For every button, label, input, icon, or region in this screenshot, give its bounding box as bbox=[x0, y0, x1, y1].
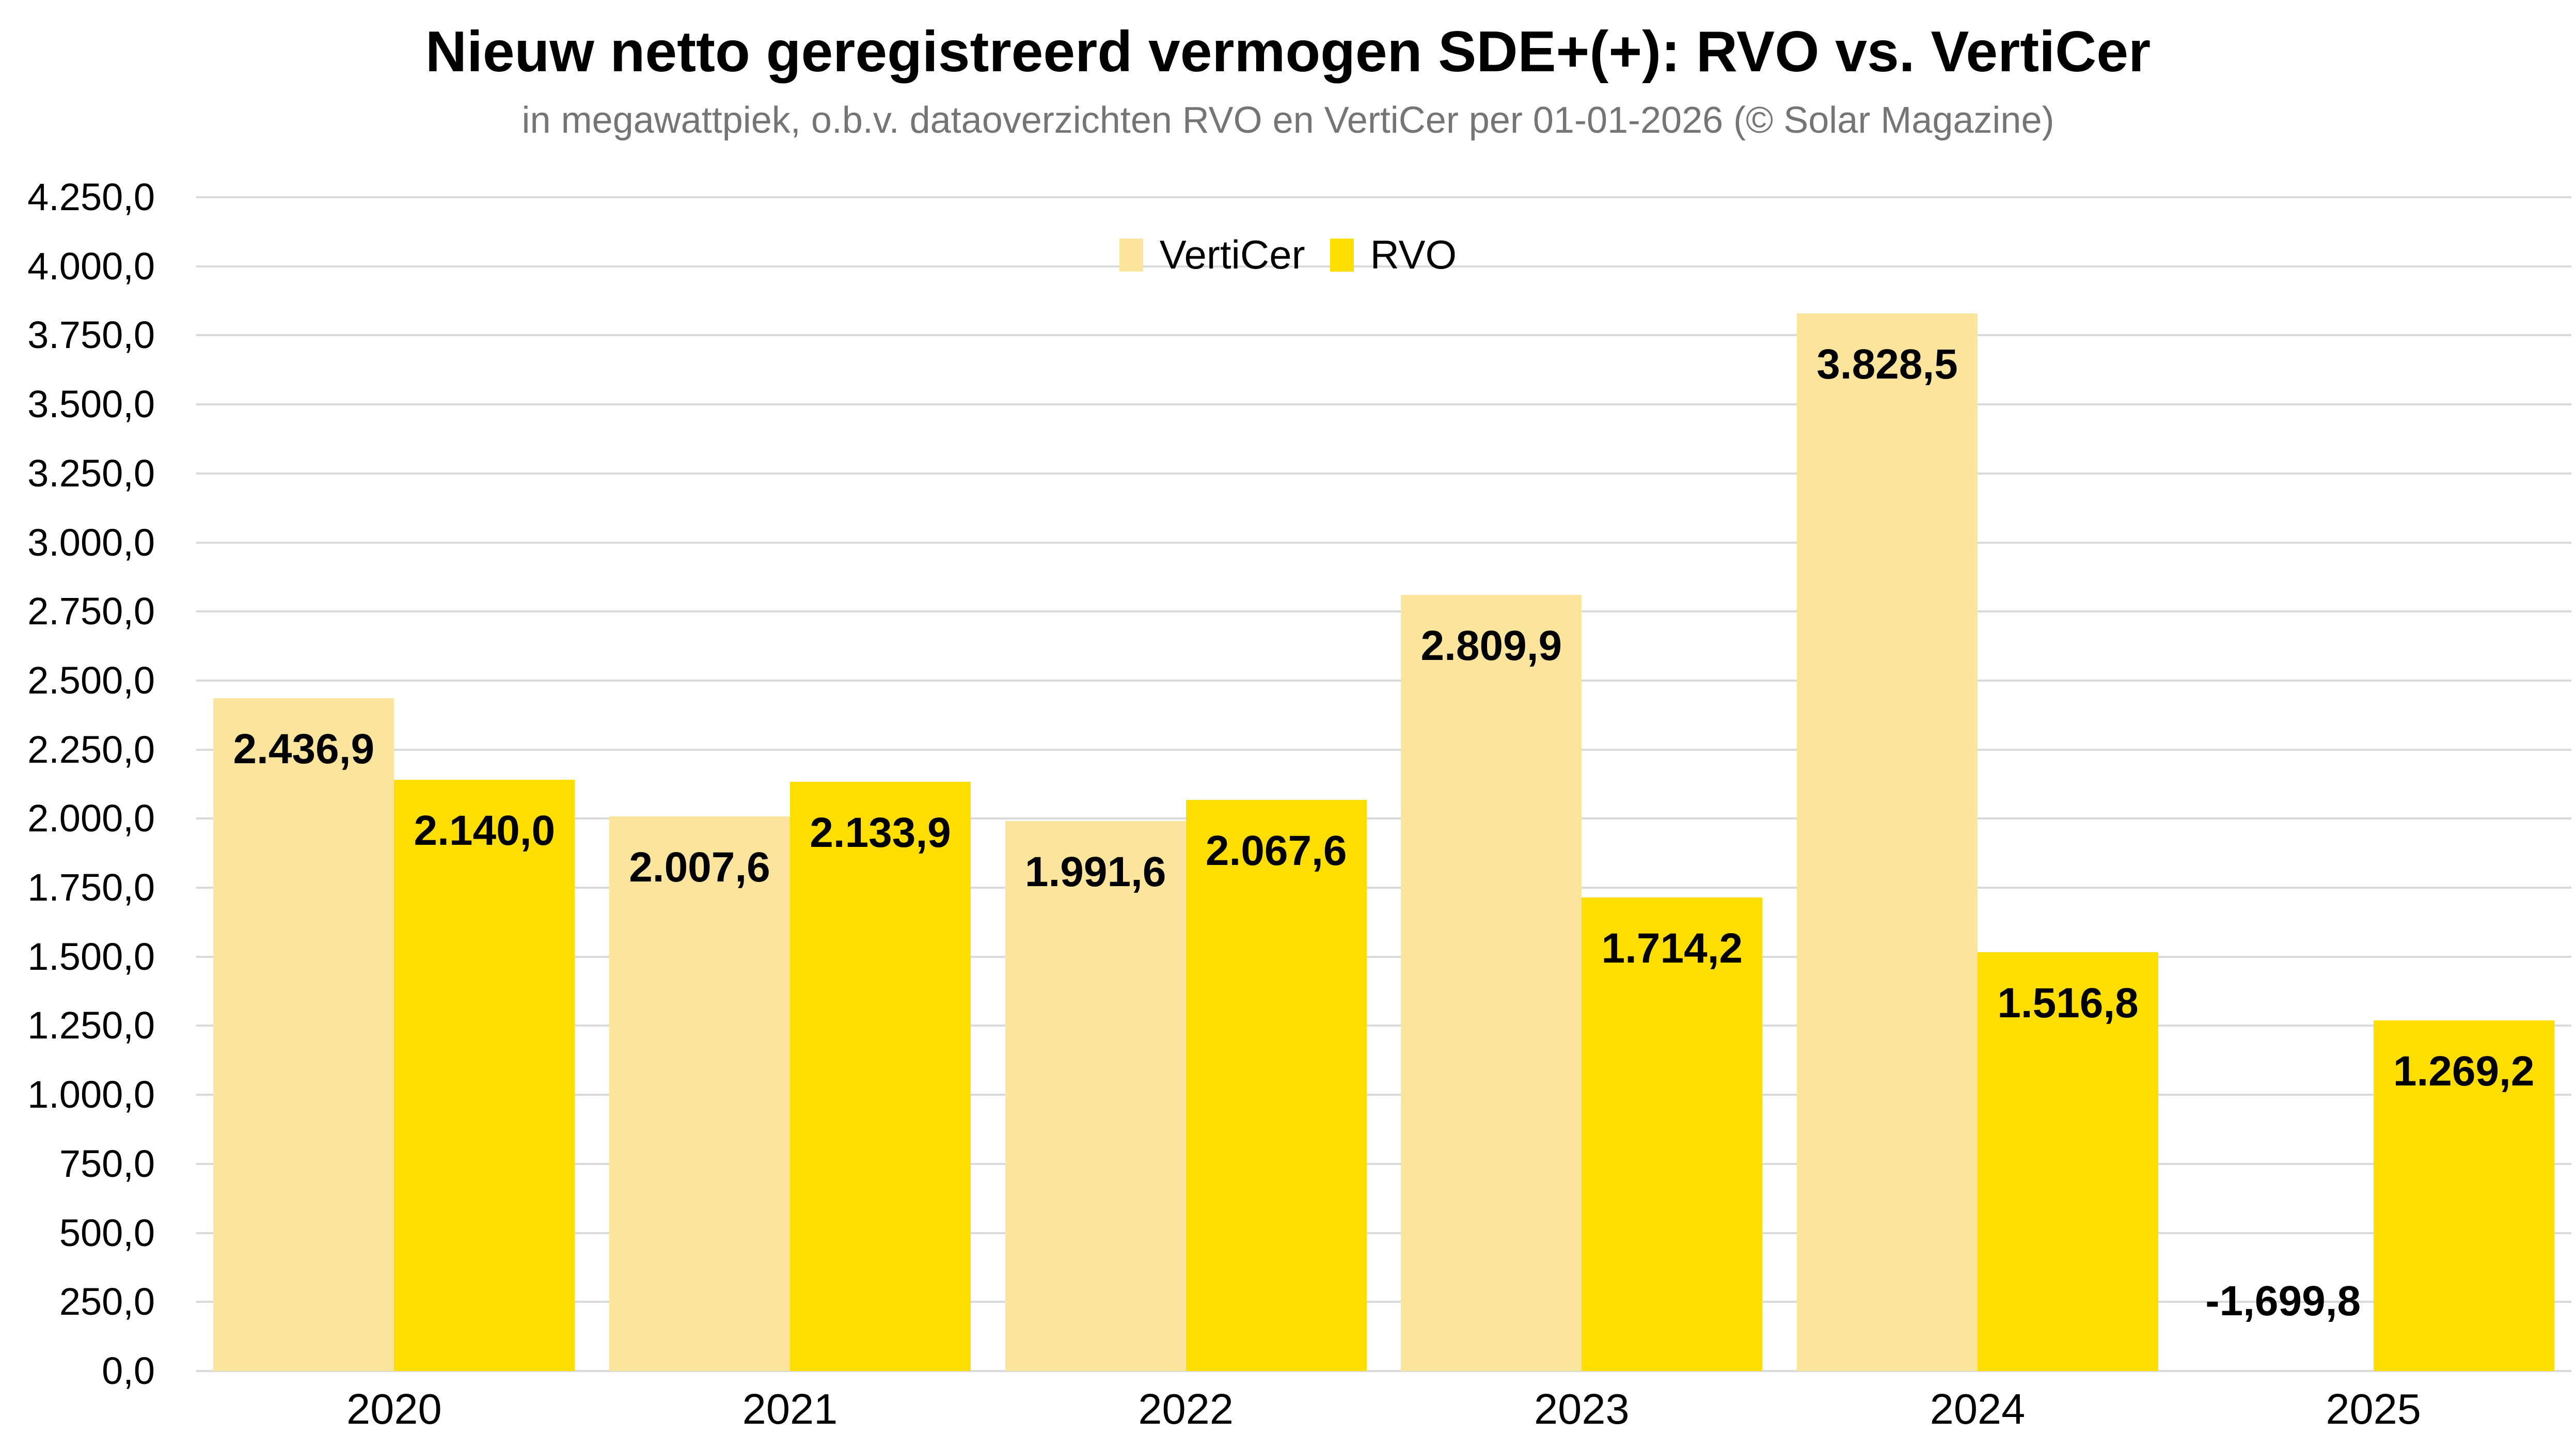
chart-title: Nieuw netto geregistreerd vermogen SDE+(… bbox=[425, 20, 2151, 84]
x-axis-label-2024: 2024 bbox=[1930, 1385, 2026, 1433]
gridline bbox=[196, 196, 2571, 198]
gridline bbox=[196, 403, 2571, 406]
bar-rvo-2025: 1.269,2 bbox=[2373, 1020, 2554, 1371]
bar-rvo-2022: 2.067,6 bbox=[1186, 800, 1367, 1371]
bar-label-rvo-2023: 1.714,2 bbox=[1601, 925, 1743, 972]
gridline bbox=[196, 472, 2571, 475]
bar-verticer-2024: 3.828,5 bbox=[1796, 313, 1978, 1371]
gridline bbox=[196, 679, 2571, 682]
chart-subtitle: in megawattpiek, o.b.v. dataoverzichten … bbox=[521, 100, 2055, 141]
y-tick-label: 1.500,0 bbox=[27, 935, 155, 978]
y-tick-label: 3.250,0 bbox=[27, 451, 155, 495]
bar-label-rvo-2025: 1.269,2 bbox=[2393, 1048, 2535, 1095]
y-tick-label: 750,0 bbox=[59, 1142, 155, 1185]
y-tick-label: 0,0 bbox=[102, 1349, 155, 1392]
gridline bbox=[196, 817, 2571, 820]
bar-group-2022: 1.991,6 2.067,6 bbox=[988, 197, 1384, 1371]
bar-verticer-2022: 1.991,6 bbox=[1005, 821, 1186, 1371]
x-axis-labels: 2020 2021 2022 2023 2024 2025 bbox=[196, 1384, 2571, 1446]
y-tick-label: 3.750,0 bbox=[27, 313, 155, 357]
x-axis-label-2025: 2025 bbox=[2326, 1385, 2421, 1433]
y-tick-label: 3.000,0 bbox=[27, 521, 155, 564]
gridline bbox=[196, 1370, 2571, 1372]
bar-verticer-2021: 2.007,6 bbox=[609, 816, 790, 1371]
gridline bbox=[196, 887, 2571, 889]
gridline bbox=[196, 610, 2571, 613]
gridline bbox=[196, 1162, 2571, 1165]
gridline bbox=[196, 748, 2571, 751]
y-tick-label: 1.250,0 bbox=[27, 1004, 155, 1047]
legend-item-verticer: VertiCer bbox=[1119, 231, 1305, 278]
x-axis-label-2022: 2022 bbox=[1138, 1385, 1234, 1433]
bar-verticer-2023: 2.809,9 bbox=[1401, 595, 1582, 1371]
legend: VertiCer RVO bbox=[0, 231, 2576, 278]
y-tick-label: 2.750,0 bbox=[27, 590, 155, 633]
y-tick-label: 2.250,0 bbox=[27, 728, 155, 771]
bar-group-2024: 3.828,5 1.516,8 bbox=[1780, 197, 2176, 1371]
y-tick-label: 500,0 bbox=[59, 1211, 155, 1254]
plot-area: 2.436,9 2.140,0 2.007,6 2.133,9 1.991,6 2.067… bbox=[196, 196, 2571, 1372]
legend-item-rvo: RVO bbox=[1330, 231, 1457, 278]
gridline bbox=[196, 1232, 2571, 1234]
bar-label-verticer-2023: 2.809,9 bbox=[1420, 622, 1562, 670]
bar-label-rvo-2020: 2.140,0 bbox=[414, 807, 556, 855]
gridline bbox=[196, 541, 2571, 544]
gridline bbox=[196, 1025, 2571, 1027]
bar-rvo-2020: 2.140,0 bbox=[394, 780, 575, 1371]
bar-label-verticer-2025: -1,699,8 bbox=[2205, 1278, 2361, 1325]
bar-label-verticer-2020: 2.436,9 bbox=[233, 725, 375, 773]
bar-label-rvo-2022: 2.067,6 bbox=[1205, 827, 1347, 875]
y-tick-label: 4.250,0 bbox=[27, 176, 155, 218]
gridline bbox=[196, 1094, 2571, 1096]
y-tick-label: 1.750,0 bbox=[27, 866, 155, 909]
x-axis-label-2023: 2023 bbox=[1534, 1385, 1630, 1433]
bar-group-2025: -1,699,8 1.269,2 bbox=[2175, 197, 2571, 1371]
legend-swatch-verticer-icon bbox=[1119, 238, 1143, 272]
gridline bbox=[196, 1301, 2571, 1303]
y-tick-label: 250,0 bbox=[59, 1280, 155, 1324]
bar-verticer-2020: 2.436,9 bbox=[213, 698, 394, 1371]
bar-group-2023: 2.809,9 1.714,2 bbox=[1384, 197, 1780, 1371]
y-tick-label: 2.000,0 bbox=[27, 797, 155, 840]
y-axis-ticks: 0,0 250,0 500,0 750,0 1.000,0 1.250,0 1.500,0 1… bbox=[0, 176, 155, 1392]
x-axis-label-2020: 2020 bbox=[346, 1385, 442, 1433]
bar-label-verticer-2022: 1.991,6 bbox=[1024, 848, 1166, 895]
y-tick-label: 2.500,0 bbox=[27, 658, 155, 702]
legend-swatch-rvo-icon bbox=[1330, 238, 1354, 272]
bar-group-2021: 2.007,6 2.133,9 bbox=[592, 197, 988, 1371]
bar-rvo-2021: 2.133,9 bbox=[789, 781, 971, 1371]
gridline bbox=[196, 955, 2571, 958]
y-tick-label: 3.500,0 bbox=[27, 383, 155, 426]
gridline bbox=[196, 334, 2571, 337]
y-tick-label: 1.000,0 bbox=[27, 1073, 155, 1116]
legend-label-rvo: RVO bbox=[1370, 232, 1457, 277]
x-axis-label-2021: 2021 bbox=[742, 1385, 838, 1433]
bar-label-verticer-2021: 2.007,6 bbox=[629, 844, 770, 891]
bar-label-rvo-2024: 1.516,8 bbox=[1997, 979, 2139, 1027]
legend-label-verticer: VertiCer bbox=[1159, 232, 1305, 277]
y-tick-label: 4.000,0 bbox=[27, 244, 155, 288]
bar-group-2020: 2.436,9 2.140,0 bbox=[196, 197, 592, 1371]
gridline bbox=[196, 265, 2571, 267]
bar-label-rvo-2021: 2.133,9 bbox=[810, 809, 951, 856]
bar-rvo-2024: 1.516,8 bbox=[1977, 952, 2158, 1371]
bar-rvo-2023: 1.714,2 bbox=[1582, 897, 1763, 1371]
bar-label-verticer-2024: 3.828,5 bbox=[1816, 341, 1958, 388]
